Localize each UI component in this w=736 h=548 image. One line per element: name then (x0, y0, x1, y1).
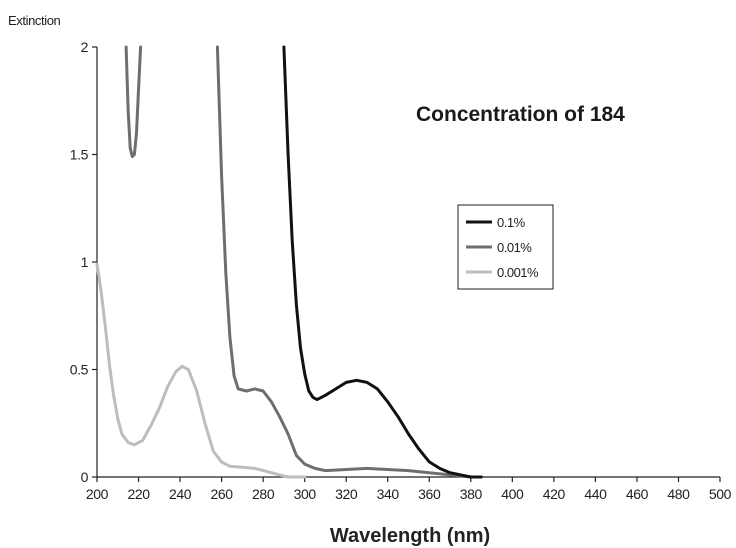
x-tick-label: 380 (460, 486, 483, 502)
x-tick-label: 220 (127, 486, 150, 502)
x-tick-label: 500 (709, 486, 732, 502)
y-tick-label: 2 (81, 39, 89, 55)
x-tick-label: 400 (501, 486, 524, 502)
x-ticks: 200 220 240 260 280 300 320 340 360 380 400 420 440 4… (86, 477, 732, 502)
legend-label: 0.001% (497, 265, 539, 280)
x-tick-label: 240 (169, 486, 192, 502)
series-layer (97, 45, 720, 479)
x-tick-label: 420 (543, 486, 566, 502)
y-tick-label: 0.5 (70, 362, 89, 378)
series-line (124, 45, 473, 479)
y-tick-label: 1.5 (70, 147, 89, 163)
x-axis-title: Wavelength (nm) (330, 525, 490, 547)
legend: 0.1% 0.01% 0.001% (457, 204, 554, 290)
x-tick-label: 320 (335, 486, 358, 502)
x-tick-label: 460 (626, 486, 649, 502)
legend-label: 0.01% (497, 240, 532, 255)
x-tick-label: 360 (418, 486, 441, 502)
legend-label: 0.1% (497, 215, 526, 230)
y-tick-label: 1 (81, 254, 89, 270)
x-tick-label: 340 (377, 486, 400, 502)
y-ticks: 0 0.5 1 1.5 2 (70, 39, 97, 485)
x-tick-label: 260 (211, 486, 234, 502)
x-tick-label: 280 (252, 486, 275, 502)
y-axis-title: Extinction (8, 13, 61, 28)
x-tick-label: 480 (667, 486, 690, 502)
x-tick-label: 300 (294, 486, 317, 502)
y-tick-label: 0 (81, 469, 89, 485)
chart-title: Concentration of 184 (416, 103, 625, 126)
series-line (282, 45, 483, 479)
x-tick-label: 200 (86, 486, 109, 502)
series-line (97, 264, 720, 477)
legend-items: 0.1% 0.01% 0.001% (466, 215, 540, 280)
x-tick-label: 440 (584, 486, 607, 502)
